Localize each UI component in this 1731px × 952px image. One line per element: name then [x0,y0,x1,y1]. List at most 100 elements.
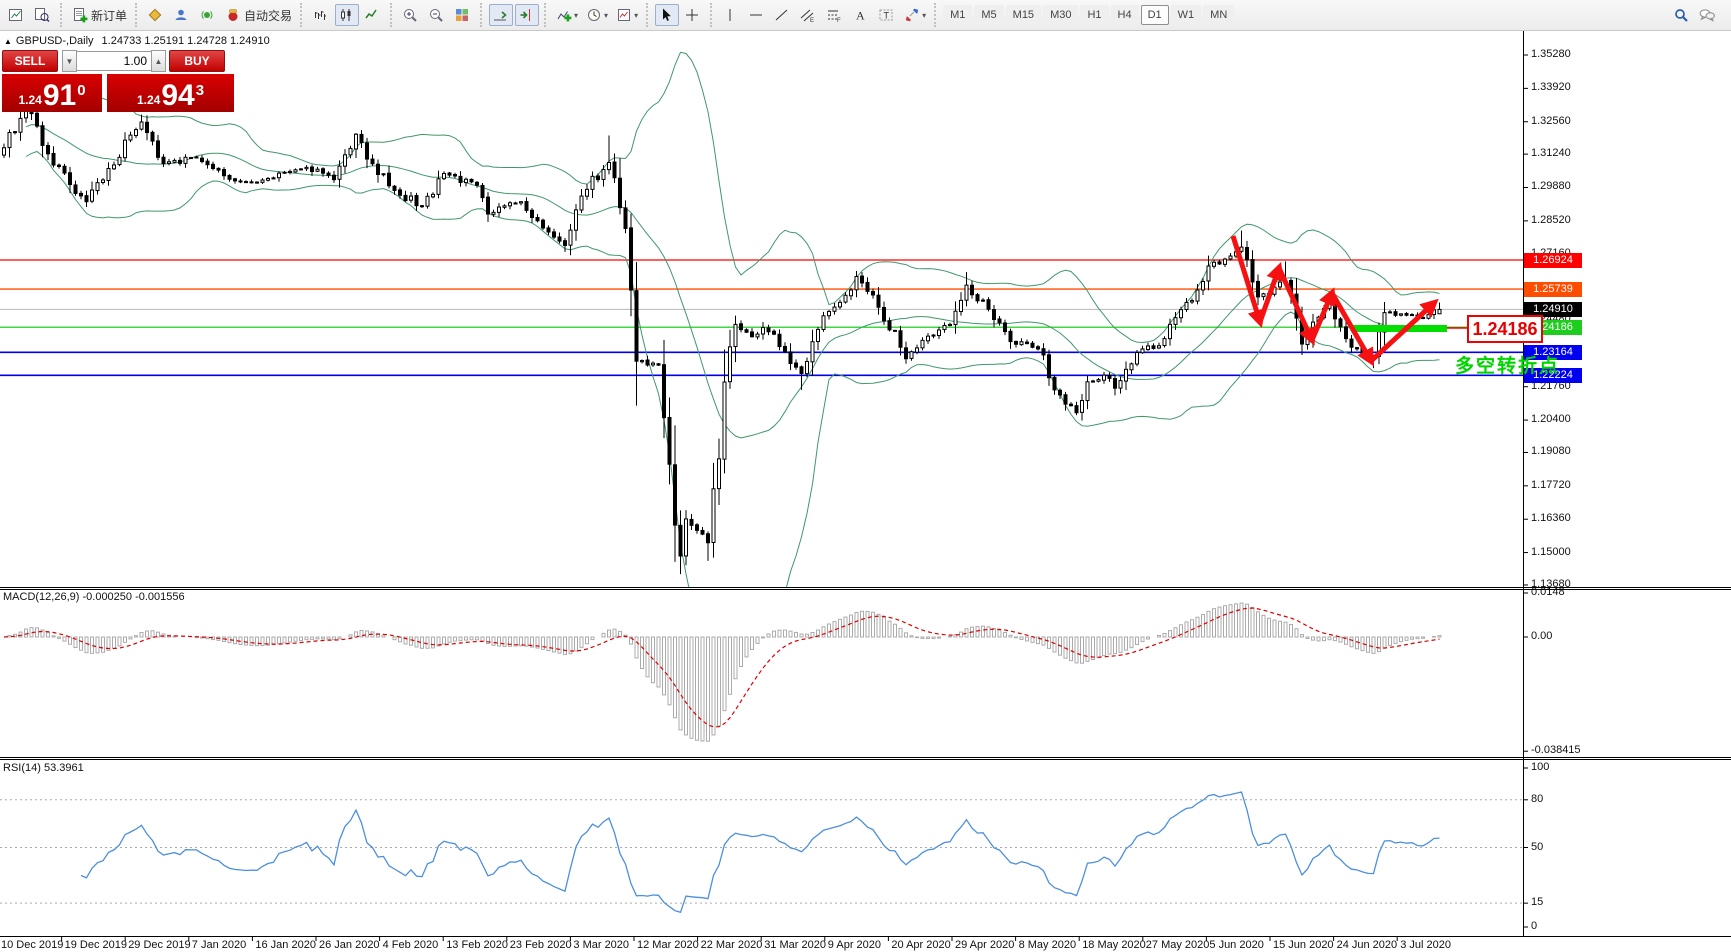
sell-price-panel[interactable]: 1.24 91 0 [2,74,102,112]
volume-decrease-button[interactable]: ▼ [62,50,77,72]
volume-input[interactable] [77,51,151,71]
rsi-axis-tick: 80 [1531,792,1544,805]
text-label-icon: T [878,7,894,23]
vertical-line-icon [722,7,738,23]
macd-value-main: -0.000250 [82,591,133,603]
date-axis-tick: 16 Jan 2020 [255,939,316,951]
bar-chart-icon [312,7,328,23]
auto-scroll-icon [492,7,508,23]
price-axis-tick: 1.13680 [1531,577,1571,590]
date-axis-tick: 26 Jan 2020 [319,939,380,951]
chart-shift-icon [518,7,534,23]
periods-button[interactable]: ▾ [583,4,611,26]
bar-chart-button[interactable] [309,4,333,26]
zigzag-arrows[interactable] [1230,235,1439,367]
autotrading-label: 自动交易 [244,8,293,23]
date-axis-tick: 19 Dec 2019 [64,939,127,951]
date-axis-tick: 23 Feb 2020 [509,939,572,951]
date-axis-tick: 13 Feb 2020 [446,939,508,951]
date-axis-tick: 3 Jul 2020 [1400,939,1451,951]
autotrading-button[interactable]: 自动交易 [222,4,295,26]
equidistant-channel-icon: E [800,7,816,23]
date-axis-tick: 8 May 2020 [1018,939,1077,951]
svg-text:T: T [884,11,890,21]
templates-button[interactable]: ▾ [613,4,641,26]
candlestick-button[interactable] [335,4,360,26]
candlestick-icon [338,7,354,23]
chevron-down-icon: ▾ [574,10,579,20]
timeframe-h1-button[interactable]: H1 [1080,5,1109,25]
market-icon [173,7,189,23]
price-axis-tick: 1.33920 [1531,81,1571,94]
price-level-tag: 1.24910 [1524,301,1582,317]
date-axis-tick: 5 Jun 2020 [1209,939,1264,951]
tile-windows-button[interactable] [451,4,475,26]
sell-button[interactable]: SELL [2,50,58,72]
zoom-in-button[interactable] [399,4,423,26]
market-button[interactable] [170,4,194,26]
timeframe-m30-button[interactable]: M30 [1043,5,1079,25]
timeframe-d1-button[interactable]: D1 [1140,5,1169,25]
timeframe-m15-button[interactable]: M15 [1005,5,1042,25]
auto-scroll-button[interactable] [489,4,514,26]
timeframe-h4-button[interactable]: H4 [1110,5,1139,25]
date-axis-tick: 22 Mar 2020 [700,939,763,951]
chart-window-button[interactable] [5,4,29,26]
arrows-button[interactable]: ▾ [901,4,929,26]
date-axis-tick: 9 Apr 2020 [827,939,882,951]
toolbar: 新订单 自动交易 ▾ ▾ ▾ E F A T ▾ M1 M5 M15 M30 H1 H4 D1 W1 MN [0,0,1731,31]
cursor-button[interactable] [655,4,680,26]
volume-increase-button[interactable]: ▲ [151,50,166,72]
price-axis-tick: 1.31240 [1531,147,1571,160]
text-button[interactable]: A [849,4,873,26]
chat-button[interactable] [1696,4,1720,26]
rsi-axis-tick: 100 [1531,761,1550,773]
price-callout-box[interactable]: 1.24186 [1467,315,1543,343]
timeframe-m5-button[interactable]: M5 [974,5,1004,25]
rsi-value: 53.3961 [43,762,84,774]
chart-shift-button[interactable] [515,4,540,26]
chart-marker-icon: ▲ [4,36,12,46]
metaeditor-button[interactable] [144,4,168,26]
indicators-button[interactable]: ▾ [553,4,581,26]
macd-signal-line [3,607,1440,728]
fibonacci-button[interactable]: F [823,4,847,26]
rsi-line [80,791,1440,914]
timeframe-m1-button[interactable]: M1 [943,5,973,25]
macd-label: MACD(12,26,9) -0.000250 -0.001556 [3,591,185,603]
buy-price-small: 1.24 [136,93,161,107]
horizontal-line-button[interactable] [745,4,769,26]
buy-price-panel[interactable]: 1.24 94 3 [107,74,234,112]
buy-button[interactable]: BUY [169,50,225,72]
trendline-icon [774,7,790,23]
fibonacci-icon: F [826,7,842,23]
search-icon [1673,7,1689,23]
date-axis-tick: 12 Mar 2020 [637,939,699,951]
signals-button[interactable] [196,4,220,26]
timeframe-mn-button[interactable]: MN [1203,5,1235,25]
price-axis-tick: 1.15000 [1531,545,1571,558]
vertical-line-button[interactable] [719,4,743,26]
chevron-down-icon: ▾ [922,10,927,20]
autotrading-icon [225,7,241,23]
symbol-info: ▲ GBPUSD-,Daily 1.24733 1.25191 1.24728 … [4,35,270,47]
support-highlight-bar[interactable] [1352,325,1447,332]
trendline-button[interactable] [771,4,795,26]
line-chart-button[interactable] [361,4,385,26]
new-order-button[interactable]: 新订单 [69,4,130,26]
indicators-icon [556,7,572,23]
profiles-button[interactable] [31,4,55,26]
zoom-out-button[interactable] [425,4,449,26]
symbol-title: GBPUSD-,Daily [15,35,94,47]
text-label-button[interactable]: T [875,4,899,26]
trend-annotation-text[interactable]: 多空转折点 [1455,356,1561,377]
crosshair-button[interactable] [681,4,705,26]
date-axis-tick: 31 Mar 2020 [764,939,826,951]
search-button[interactable] [1670,4,1694,26]
price-axis-tick: 1.17720 [1531,478,1571,491]
new-order-label: 新订单 [91,8,128,23]
templates-icon [616,7,632,23]
equidistant-channel-button[interactable]: E [797,4,821,26]
timeframe-w1-button[interactable]: W1 [1170,5,1202,25]
